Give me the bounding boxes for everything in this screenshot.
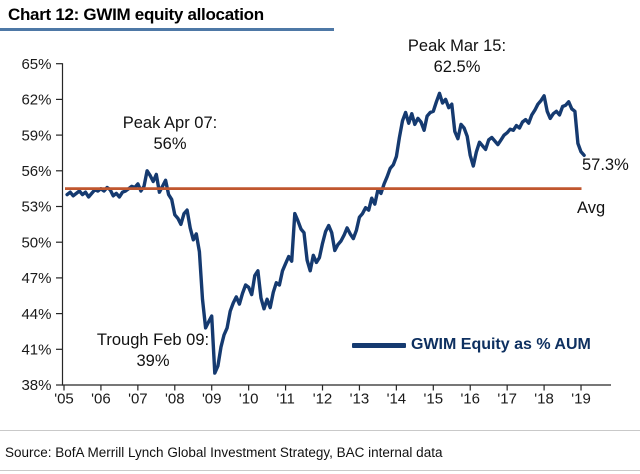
y-tick-label: 38% <box>21 377 51 394</box>
x-tick-label: '15 <box>424 391 444 408</box>
x-tick-label: '10 <box>239 391 259 408</box>
annotation-value: 39% <box>136 352 170 370</box>
footer-divider-bottom <box>0 470 640 471</box>
legend-line-swatch-icon <box>352 342 406 348</box>
annotation-trough-feb-09: Trough Feb 09: 39% <box>80 330 226 372</box>
y-tick-label: 47% <box>21 270 51 287</box>
x-tick-label: '09 <box>202 391 222 408</box>
legend-label: GWIM Equity as % AUM <box>411 336 591 353</box>
x-tick-label: '06 <box>91 391 111 408</box>
x-tick-label: '18 <box>534 391 554 408</box>
title-underline-rule <box>0 28 334 31</box>
x-tick-label: '07 <box>128 391 148 408</box>
x-tick-label: '16 <box>460 391 480 408</box>
annotation-text: Peak Apr 07: <box>122 114 218 132</box>
x-tick-label: '19 <box>571 391 591 408</box>
annotation-avg-label: Avg <box>577 199 606 217</box>
annotation-text: Peak Mar 15: <box>407 37 507 55</box>
y-tick-label: 59% <box>21 127 51 144</box>
x-tick-label: '08 <box>165 391 185 408</box>
x-tick-label: '17 <box>497 391 517 408</box>
y-tick-label: 56% <box>21 163 51 180</box>
x-tick-label: '05 <box>54 391 74 408</box>
source-text: Source: BofA Merrill Lynch Global Invest… <box>5 445 443 460</box>
annotation-end-value: 57.3% <box>582 156 629 174</box>
x-tick-label: '11 <box>276 391 294 408</box>
y-tick-label: 44% <box>21 306 51 323</box>
y-tick-label: 62% <box>21 92 51 109</box>
x-tick-label: '14 <box>387 391 407 408</box>
y-tick-label: 53% <box>21 199 51 216</box>
x-tick-label: '12 <box>313 391 333 408</box>
annotation-value: 56% <box>153 135 187 153</box>
page-title: Chart 12: GWIM equity allocation <box>8 5 264 24</box>
y-tick-label: 65% <box>21 56 51 73</box>
y-tick-label: 50% <box>21 234 51 251</box>
annotation-text: Trough Feb 09: <box>96 331 210 349</box>
annotation-peak-mar-15: Peak Mar 15: 62.5% <box>392 36 522 78</box>
y-tick-label: 41% <box>21 342 51 359</box>
x-tick-label: '13 <box>350 391 370 408</box>
annotation-value: 62.5% <box>433 58 481 76</box>
annotation-peak-apr-07: Peak Apr 07: 56% <box>105 113 235 155</box>
legend: GWIM Equity as % AUM <box>352 336 591 354</box>
footer-divider-top <box>0 430 640 431</box>
